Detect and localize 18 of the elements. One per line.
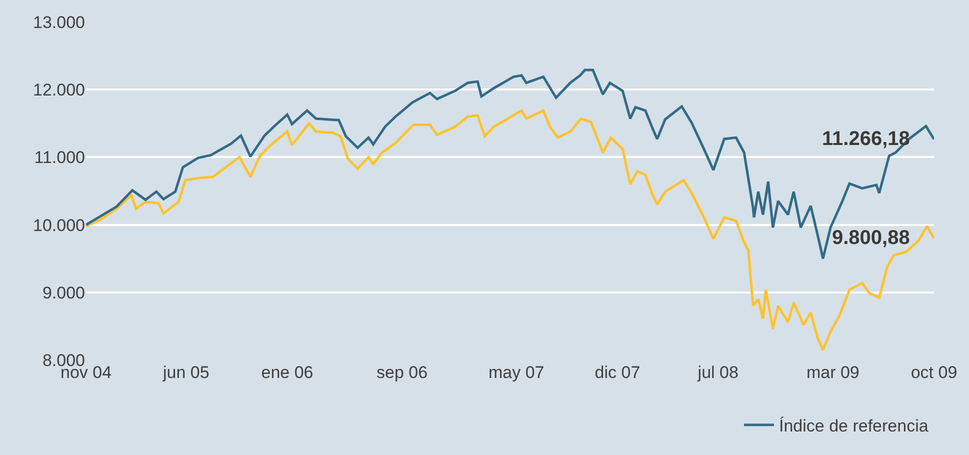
legend-label: Índice de referencia	[779, 416, 929, 436]
x-tick-label: jul 08	[696, 363, 738, 382]
x-tick-label: ene 06	[261, 363, 314, 382]
annotation: 11.266,18	[822, 128, 910, 150]
x-tick-label: sep 06	[376, 363, 428, 382]
y-tick-label: 13.000	[33, 12, 85, 32]
y-tick-label: 9.000	[42, 283, 85, 302]
line-series	[86, 109, 934, 352]
y-tick-label: 12.000	[33, 80, 85, 100]
x-tick-label: may 07	[488, 363, 544, 382]
x-tick-label: oct 09	[910, 363, 958, 382]
x-tick-label: dic 07	[594, 363, 640, 382]
x-tick-label: jun 05	[162, 363, 210, 382]
x-tick-label: mar 09	[806, 363, 860, 382]
line-series	[86, 68, 934, 260]
y-tick-label: 11.000	[34, 148, 85, 168]
y-tick-label: 10.000	[33, 216, 85, 235]
annotation: 9.800,88	[832, 227, 910, 249]
